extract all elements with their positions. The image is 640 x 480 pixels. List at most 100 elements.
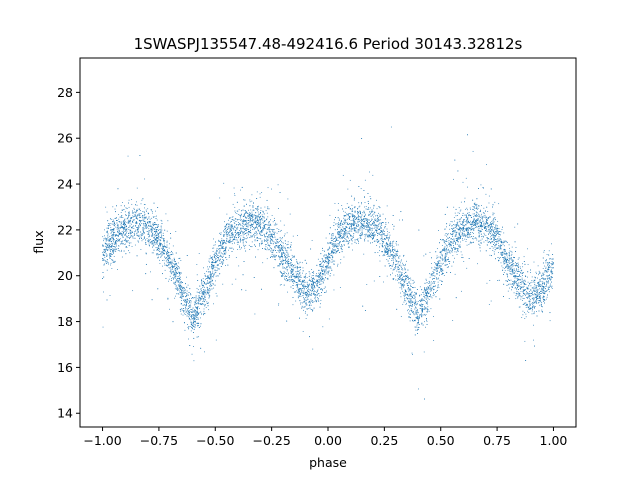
data-point xyxy=(254,215,256,217)
data-point xyxy=(207,266,208,268)
data-point xyxy=(475,222,477,224)
data-point xyxy=(278,303,280,305)
data-point xyxy=(143,220,145,222)
data-point xyxy=(331,244,333,245)
data-point xyxy=(112,234,114,235)
data-point xyxy=(322,265,324,267)
data-point xyxy=(338,225,340,227)
data-point xyxy=(391,265,393,267)
data-point xyxy=(482,187,484,189)
data-point xyxy=(446,245,448,247)
data-point xyxy=(403,292,405,294)
data-point xyxy=(338,236,340,237)
data-point xyxy=(166,259,168,261)
data-point xyxy=(179,290,181,292)
data-point xyxy=(296,272,298,274)
data-point xyxy=(319,283,321,285)
data-point xyxy=(240,235,242,237)
data-point xyxy=(376,244,378,246)
data-point xyxy=(153,223,154,225)
data-point xyxy=(329,253,331,255)
data-point xyxy=(281,252,283,254)
data-point xyxy=(244,216,246,218)
data-point xyxy=(322,277,324,279)
data-point xyxy=(519,266,521,268)
data-point xyxy=(404,298,406,299)
data-point xyxy=(523,256,525,258)
data-point xyxy=(347,214,349,216)
data-point xyxy=(510,254,512,256)
data-point xyxy=(278,246,280,248)
data-point xyxy=(487,242,489,243)
data-point xyxy=(448,261,449,262)
data-point xyxy=(505,249,506,251)
data-point xyxy=(300,292,302,294)
data-point xyxy=(240,229,242,231)
data-point xyxy=(415,314,417,315)
data-point xyxy=(524,289,526,290)
data-point xyxy=(216,256,217,257)
data-point xyxy=(511,273,513,275)
data-point xyxy=(323,266,325,268)
data-point xyxy=(436,290,437,292)
data-point xyxy=(525,313,527,315)
data-point xyxy=(548,291,550,293)
data-point xyxy=(391,266,393,267)
data-point xyxy=(138,226,140,228)
data-point xyxy=(397,274,399,276)
data-point xyxy=(439,271,440,273)
data-point xyxy=(528,300,530,302)
data-point xyxy=(529,291,530,292)
data-point xyxy=(261,229,263,231)
data-point xyxy=(203,296,205,298)
data-point xyxy=(234,210,236,212)
data-point xyxy=(523,303,525,305)
data-point xyxy=(158,246,160,247)
data-point xyxy=(180,276,181,278)
data-point xyxy=(164,269,166,271)
data-point xyxy=(430,290,432,292)
data-point xyxy=(254,233,256,234)
data-point xyxy=(511,253,513,255)
data-point xyxy=(457,248,458,250)
data-point xyxy=(298,275,300,277)
data-point xyxy=(499,239,501,241)
data-point xyxy=(511,270,513,272)
data-point xyxy=(508,283,510,285)
data-point xyxy=(201,284,203,286)
data-point xyxy=(478,218,480,220)
data-point xyxy=(539,300,541,302)
data-point xyxy=(107,224,109,226)
data-point xyxy=(286,280,288,282)
data-point xyxy=(409,278,410,279)
data-point xyxy=(190,300,192,302)
data-point xyxy=(345,208,347,209)
data-point xyxy=(541,278,542,279)
data-point xyxy=(278,249,280,251)
data-point xyxy=(179,273,180,275)
data-point xyxy=(519,274,520,276)
data-point xyxy=(132,290,134,292)
data-point xyxy=(235,218,237,220)
data-point xyxy=(541,304,542,306)
data-point xyxy=(404,295,406,297)
data-point xyxy=(451,221,453,223)
data-point xyxy=(529,293,531,294)
data-point xyxy=(385,224,387,226)
data-point xyxy=(548,289,550,290)
data-point xyxy=(516,263,517,264)
data-point xyxy=(490,230,492,231)
data-point xyxy=(143,225,145,227)
data-point xyxy=(355,227,357,229)
data-point xyxy=(249,214,251,215)
data-point xyxy=(513,263,515,265)
data-point xyxy=(280,284,282,285)
data-point xyxy=(281,255,283,256)
data-point xyxy=(296,274,298,276)
data-point xyxy=(504,253,506,255)
data-point xyxy=(548,254,550,256)
data-point xyxy=(453,241,454,243)
data-point xyxy=(178,277,180,279)
data-point xyxy=(112,243,113,245)
data-point xyxy=(353,228,355,230)
